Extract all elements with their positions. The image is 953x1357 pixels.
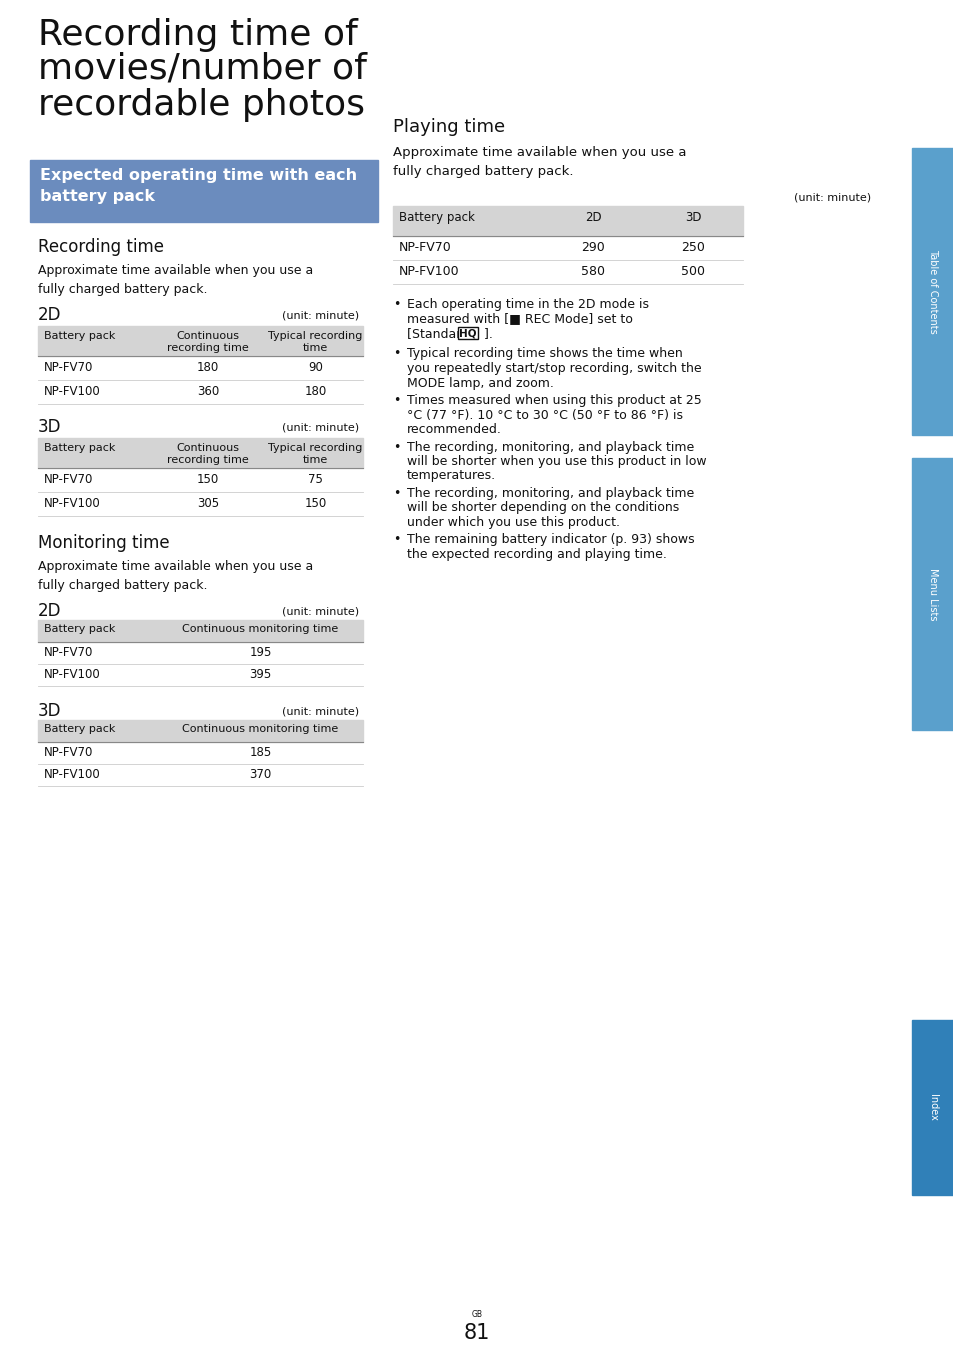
Bar	[457, 327, 477, 339]
Text: MODE lamp, and zoom.: MODE lamp, and zoom.	[407, 376, 554, 389]
Bar	[38, 620, 363, 642]
Text: (unit: minute): (unit: minute)	[281, 422, 358, 432]
Text: 305: 305	[196, 497, 219, 510]
Text: Expected operating time with each
battery pack: Expected operating time with each batter…	[40, 168, 356, 204]
Bar	[30, 160, 377, 223]
Text: [Standard: [Standard	[407, 327, 473, 341]
Text: 180: 180	[304, 385, 326, 398]
Text: ].: ].	[479, 327, 493, 341]
Text: will be shorter when you use this product in low: will be shorter when you use this produc…	[407, 455, 706, 468]
Text: 2D: 2D	[38, 603, 61, 620]
Text: Typical recording time shows the time when: Typical recording time shows the time wh…	[407, 347, 682, 361]
Text: 90: 90	[308, 361, 323, 375]
Text: 500: 500	[680, 265, 704, 278]
Text: the expected recording and playing time.: the expected recording and playing time.	[407, 548, 666, 560]
Bar	[38, 721, 363, 742]
Text: Recording time: Recording time	[38, 237, 164, 256]
Bar	[911, 459, 953, 730]
Text: NP-FV70: NP-FV70	[44, 361, 93, 375]
Text: •: •	[393, 394, 400, 407]
Text: Approximate time available when you use a
fully charged battery pack.: Approximate time available when you use …	[38, 265, 313, 296]
Text: (unit: minute): (unit: minute)	[793, 191, 870, 202]
Text: NP-FV70: NP-FV70	[398, 242, 452, 254]
Text: •: •	[393, 347, 400, 361]
Text: Typical recording
time: Typical recording time	[268, 331, 362, 353]
Text: 2D: 2D	[584, 210, 600, 224]
Text: NP-FV100: NP-FV100	[44, 768, 101, 782]
Text: 150: 150	[304, 497, 326, 510]
Bar	[393, 206, 742, 236]
Text: 75: 75	[308, 474, 323, 486]
Text: Times measured when using this product at 25: Times measured when using this product a…	[407, 394, 701, 407]
Text: Approximate time available when you use a
fully charged battery pack.: Approximate time available when you use …	[393, 147, 686, 178]
Text: 370: 370	[249, 768, 272, 782]
Text: NP-FV100: NP-FV100	[398, 265, 459, 278]
Text: measured with [■ REC Mode] set to: measured with [■ REC Mode] set to	[407, 312, 632, 326]
Text: 185: 185	[249, 746, 272, 759]
Text: NP-FV70: NP-FV70	[44, 474, 93, 486]
Text: NP-FV100: NP-FV100	[44, 385, 101, 398]
Text: Typical recording
time: Typical recording time	[268, 442, 362, 465]
Text: Battery pack: Battery pack	[44, 442, 115, 453]
Text: NP-FV70: NP-FV70	[44, 746, 93, 759]
Text: 81: 81	[463, 1323, 490, 1343]
Text: 250: 250	[680, 242, 704, 254]
Text: 3D: 3D	[38, 418, 61, 436]
Text: 195: 195	[249, 646, 272, 660]
Text: Playing time: Playing time	[393, 118, 504, 136]
Text: Table of Contents: Table of Contents	[927, 250, 937, 334]
Text: NP-FV70: NP-FV70	[44, 646, 93, 660]
Bar	[911, 1020, 953, 1196]
Text: The remaining battery indicator (p. 93) shows: The remaining battery indicator (p. 93) …	[407, 533, 694, 547]
Text: 3D: 3D	[38, 702, 61, 721]
Text: 3D: 3D	[684, 210, 700, 224]
Text: 150: 150	[196, 474, 219, 486]
Text: (unit: minute): (unit: minute)	[281, 706, 358, 716]
Text: Each operating time in the 2D mode is: Each operating time in the 2D mode is	[407, 299, 648, 311]
Text: Continuous
recording time: Continuous recording time	[167, 442, 249, 465]
Text: 180: 180	[196, 361, 219, 375]
Text: °C (77 °F). 10 °C to 30 °C (50 °F to 86 °F) is: °C (77 °F). 10 °C to 30 °C (50 °F to 86 …	[407, 408, 682, 422]
Text: Continuous monitoring time: Continuous monitoring time	[182, 725, 338, 734]
Text: temperatures.: temperatures.	[407, 470, 496, 483]
Text: HQ: HQ	[458, 328, 476, 338]
Text: movies/number of: movies/number of	[38, 52, 367, 85]
Text: recordable photos: recordable photos	[38, 88, 365, 122]
Text: recommended.: recommended.	[407, 423, 501, 436]
Text: Approximate time available when you use a
fully charged battery pack.: Approximate time available when you use …	[38, 560, 313, 592]
Text: (unit: minute): (unit: minute)	[281, 607, 358, 616]
Text: •: •	[393, 441, 400, 453]
Text: The recording, monitoring, and playback time: The recording, monitoring, and playback …	[407, 487, 694, 499]
Text: •: •	[393, 487, 400, 499]
Text: Continuous
recording time: Continuous recording time	[167, 331, 249, 353]
Text: Index: Index	[927, 1094, 937, 1121]
Text: •: •	[393, 299, 400, 311]
Text: •: •	[393, 533, 400, 547]
Bar	[38, 438, 363, 468]
Text: NP-FV100: NP-FV100	[44, 497, 101, 510]
Text: Battery pack: Battery pack	[44, 725, 115, 734]
Text: Battery pack: Battery pack	[398, 210, 475, 224]
Text: 360: 360	[196, 385, 219, 398]
Text: (unit: minute): (unit: minute)	[281, 309, 358, 320]
Text: 290: 290	[580, 242, 604, 254]
Bar	[911, 148, 953, 436]
Bar	[38, 326, 363, 356]
Text: NP-FV100: NP-FV100	[44, 668, 101, 681]
Text: under which you use this product.: under which you use this product.	[407, 516, 619, 529]
Text: Menu Lists: Menu Lists	[927, 567, 937, 620]
Text: 395: 395	[249, 668, 272, 681]
Text: Monitoring time: Monitoring time	[38, 535, 170, 552]
Text: you repeatedly start/stop recording, switch the: you repeatedly start/stop recording, swi…	[407, 362, 700, 375]
Text: GB: GB	[471, 1310, 482, 1319]
Text: Continuous monitoring time: Continuous monitoring time	[182, 624, 338, 634]
Text: will be shorter depending on the conditions: will be shorter depending on the conditi…	[407, 502, 679, 514]
Text: Recording time of: Recording time of	[38, 18, 357, 52]
Text: Battery pack: Battery pack	[44, 331, 115, 341]
Text: Battery pack: Battery pack	[44, 624, 115, 634]
Text: The recording, monitoring, and playback time: The recording, monitoring, and playback …	[407, 441, 694, 453]
Text: 580: 580	[580, 265, 604, 278]
Text: 2D: 2D	[38, 305, 61, 324]
